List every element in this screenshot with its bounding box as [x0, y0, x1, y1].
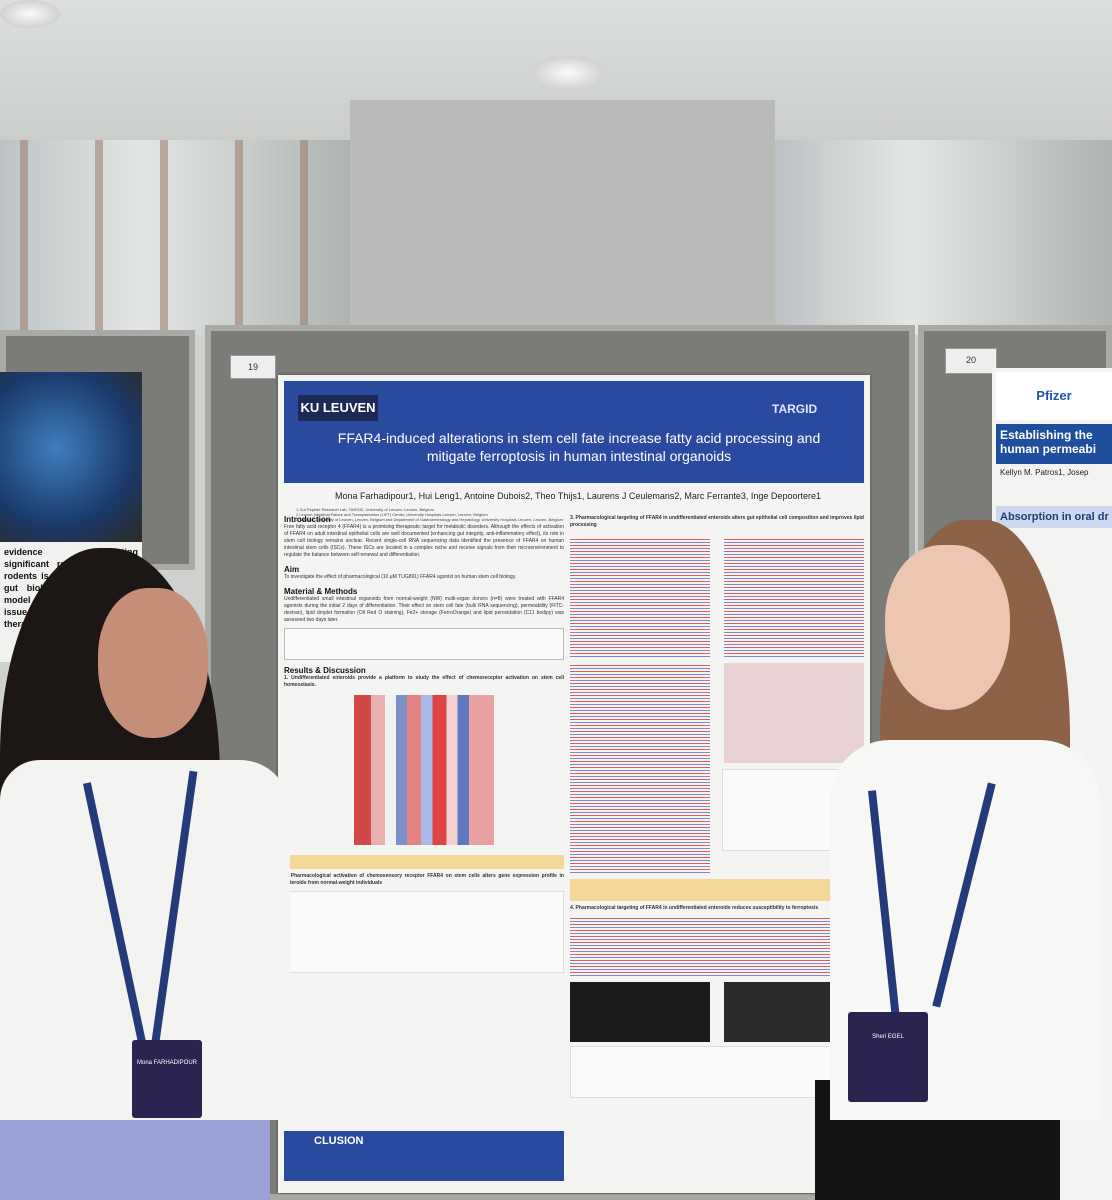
right-poster-authors: Kellyn M. Patros1, Josep — [1000, 468, 1089, 477]
person-left-face — [98, 588, 208, 738]
lipid-droplet-image — [724, 663, 864, 763]
badge-name: Sheri EGEL — [872, 1034, 904, 1040]
result-2-heading: 2. Pharmacological activation of chemose… — [284, 873, 564, 886]
section-title-results: Results & Discussion — [284, 666, 366, 675]
window-right — [775, 140, 1112, 335]
window-left — [0, 140, 350, 335]
poster-header: KU LEUVEN TARGID FFAR4-induced alteratio… — [284, 381, 864, 483]
section-title-introduction: Introduction — [284, 515, 331, 524]
person-right-badge: Sheri EGEL — [848, 1012, 928, 1102]
poster-main: KU LEUVEN TARGID FFAR4-induced alteratio… — [278, 375, 870, 1193]
methods-timeline-figure — [284, 628, 564, 660]
ferroptosis-plot — [570, 916, 864, 976]
section-title-methods: Material & Methods — [284, 587, 358, 596]
heatmap-figure — [354, 695, 494, 845]
poster-affiliations: 1 Gut Peptide Research Lab, TARGID, Univ… — [296, 507, 596, 522]
enterocyte-plot — [570, 663, 710, 873]
poster-title: FFAR4-induced alterations in stem cell f… — [337, 430, 821, 464]
wall-pillar — [350, 100, 775, 335]
window-blind — [160, 140, 168, 335]
poster-authors: Mona Farhadipour1, Hui Leng1, Antoine Du… — [335, 491, 821, 501]
affiliation: 1 Gut Peptide Research Lab, TARGID, Univ… — [296, 507, 434, 512]
result-1-heading: 1. Undifferentiated enteroids provide a … — [284, 675, 564, 688]
window-blind — [95, 140, 103, 335]
window-blind — [235, 140, 243, 335]
section-text-introduction: Free fatty acid receptor 4 (FFAR4) is a … — [284, 524, 564, 558]
poster-left-column: Introduction Free fatty acid receptor 4 … — [284, 515, 564, 973]
board-number-tag: 20 — [945, 348, 997, 374]
window-blind — [20, 140, 28, 335]
ku-leuven-logo: KU LEUVEN — [298, 395, 378, 421]
affiliation: 2 Leuven Intestinal Failure and Transpla… — [296, 512, 488, 517]
right-poster-section: Absorption in oral dr — [996, 506, 1112, 528]
stem-cell-fate-plot — [570, 537, 710, 657]
result-4-heading: 4. Pharmacological targeting of FFAR4 in… — [570, 905, 819, 911]
ceiling-lamp — [0, 0, 60, 28]
result-3-heading: 3. Pharmacological targeting of FFAR4 in… — [570, 515, 864, 528]
ceiling-lamp — [532, 56, 604, 90]
board-number-tag: 19 — [230, 355, 276, 379]
window-blind — [300, 140, 308, 335]
intracellular-fe-image — [570, 982, 710, 1042]
right-poster-title: Establishing the human permeabi — [996, 424, 1112, 464]
section-text-methods: Undifferentiated small intestinal organo… — [284, 596, 564, 623]
goblet-cell-plot — [724, 537, 864, 657]
person-left-badge: Mona FARHADIPOUR — [132, 1040, 202, 1118]
section-title-aim: Aim — [284, 565, 300, 574]
conclusion-banner: CLUSION — [284, 1131, 564, 1181]
targid-logo: TARGID — [772, 402, 818, 416]
highlight-box — [284, 855, 564, 869]
poster-right-column: 3. Pharmacological targeting of FFAR4 in… — [570, 515, 864, 1098]
person-right-face — [885, 545, 1010, 710]
affiliation: 3 TARGID, University of Leuven, Leuven, … — [296, 517, 564, 522]
pfizer-logo: Pfizer — [996, 372, 1112, 420]
poster-left-image — [0, 372, 142, 542]
badge-name: Mona FARHADIPOUR — [136, 1060, 197, 1066]
highlight-box — [570, 879, 864, 901]
section-text-aim: To investigate the effect of pharmacolog… — [284, 574, 517, 580]
pca-plot-figure — [284, 891, 564, 973]
